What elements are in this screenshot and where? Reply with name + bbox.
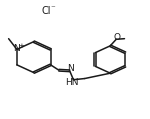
Text: Cl: Cl (41, 6, 51, 16)
Text: HN: HN (65, 78, 78, 87)
Text: N: N (68, 64, 74, 73)
Text: ⁻: ⁻ (50, 4, 55, 13)
Text: N: N (13, 44, 20, 53)
Text: O: O (114, 33, 121, 42)
Text: +: + (18, 43, 24, 49)
